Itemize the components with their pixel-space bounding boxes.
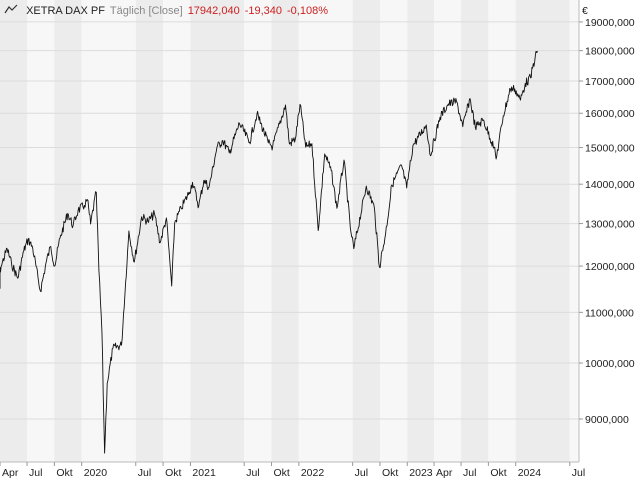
time-band bbox=[488, 0, 516, 462]
y-tick-label: 15000,000 bbox=[585, 143, 635, 155]
last-price: 17942,040 bbox=[187, 5, 240, 17]
time-band bbox=[407, 0, 435, 462]
price-change: -19,340 bbox=[244, 5, 282, 17]
time-band bbox=[569, 0, 579, 462]
time-band bbox=[135, 0, 164, 462]
y-tick-label: 11000,000 bbox=[585, 307, 634, 319]
x-tick-label: Okt bbox=[490, 467, 506, 479]
x-tick-label: 2022 bbox=[301, 467, 325, 479]
price-line bbox=[0, 50, 539, 454]
x-tick-label: Okt bbox=[165, 467, 181, 479]
x-tick-label: Okt bbox=[274, 467, 290, 479]
line-chart-icon bbox=[4, 4, 21, 17]
y-tick-label: 14000,000 bbox=[585, 179, 635, 191]
time-band bbox=[515, 0, 570, 462]
time-band bbox=[352, 0, 380, 462]
y-tick-label: 17000,000 bbox=[585, 76, 635, 88]
time-band bbox=[81, 0, 136, 462]
currency-label: € bbox=[582, 5, 588, 17]
time-band bbox=[379, 0, 408, 462]
x-tick-label: Okt bbox=[382, 467, 398, 479]
x-tick-label: Apr bbox=[2, 467, 19, 479]
y-tick-label: 16000,000 bbox=[585, 108, 635, 120]
price-change-pct: -0,108% bbox=[287, 5, 328, 17]
instrument-name[interactable]: XETRA DAX PF bbox=[26, 5, 105, 17]
chart-header: XETRA DAX PF Täglich [Close] 17942,040 -19,… bbox=[4, 4, 333, 17]
y-tick-label: 12000,000 bbox=[585, 261, 635, 273]
x-tick-label: Jul bbox=[355, 467, 368, 479]
price-gridlines bbox=[0, 21, 579, 420]
x-axis-ticks: Apr Jul Okt 2020 Jul Okt 2021 Jul Okt 2022 Jul Okt 2… bbox=[0, 462, 585, 479]
x-tick-label: 2023 bbox=[409, 467, 433, 479]
x-tick-label: Jul bbox=[29, 467, 42, 479]
x-tick-label: Jul bbox=[138, 467, 151, 479]
y-tick-label: 9000,000 bbox=[585, 414, 629, 426]
x-tick-label: Jul bbox=[246, 467, 259, 479]
time-band bbox=[54, 0, 82, 462]
time-band bbox=[298, 0, 353, 462]
x-tick-label: Okt bbox=[56, 467, 72, 479]
x-tick-label: Jul bbox=[572, 467, 585, 479]
y-tick-label: 10000,000 bbox=[585, 358, 635, 370]
y-axis-ticks: 9000,000 10000,000 11000,000 12000,000 13000… bbox=[579, 17, 635, 426]
x-tick-label: 2024 bbox=[518, 467, 542, 479]
time-band bbox=[461, 0, 489, 462]
time-band bbox=[190, 0, 245, 462]
y-tick-label: 18000,000 bbox=[585, 46, 635, 58]
time-band bbox=[434, 0, 462, 462]
time-bands bbox=[0, 0, 579, 462]
x-tick-label: 2021 bbox=[192, 467, 216, 479]
x-tick-label: Apr bbox=[436, 467, 453, 479]
time-band bbox=[271, 0, 299, 462]
y-tick-label: 13000,000 bbox=[585, 219, 635, 231]
time-band bbox=[0, 0, 28, 462]
time-band bbox=[27, 0, 55, 462]
time-band bbox=[244, 0, 272, 462]
x-tick-label: 2020 bbox=[84, 467, 108, 479]
y-tick-label: 19000,000 bbox=[585, 17, 635, 29]
x-tick-label: Jul bbox=[463, 467, 476, 479]
interval-label[interactable]: Täglich [Close] bbox=[109, 5, 183, 17]
